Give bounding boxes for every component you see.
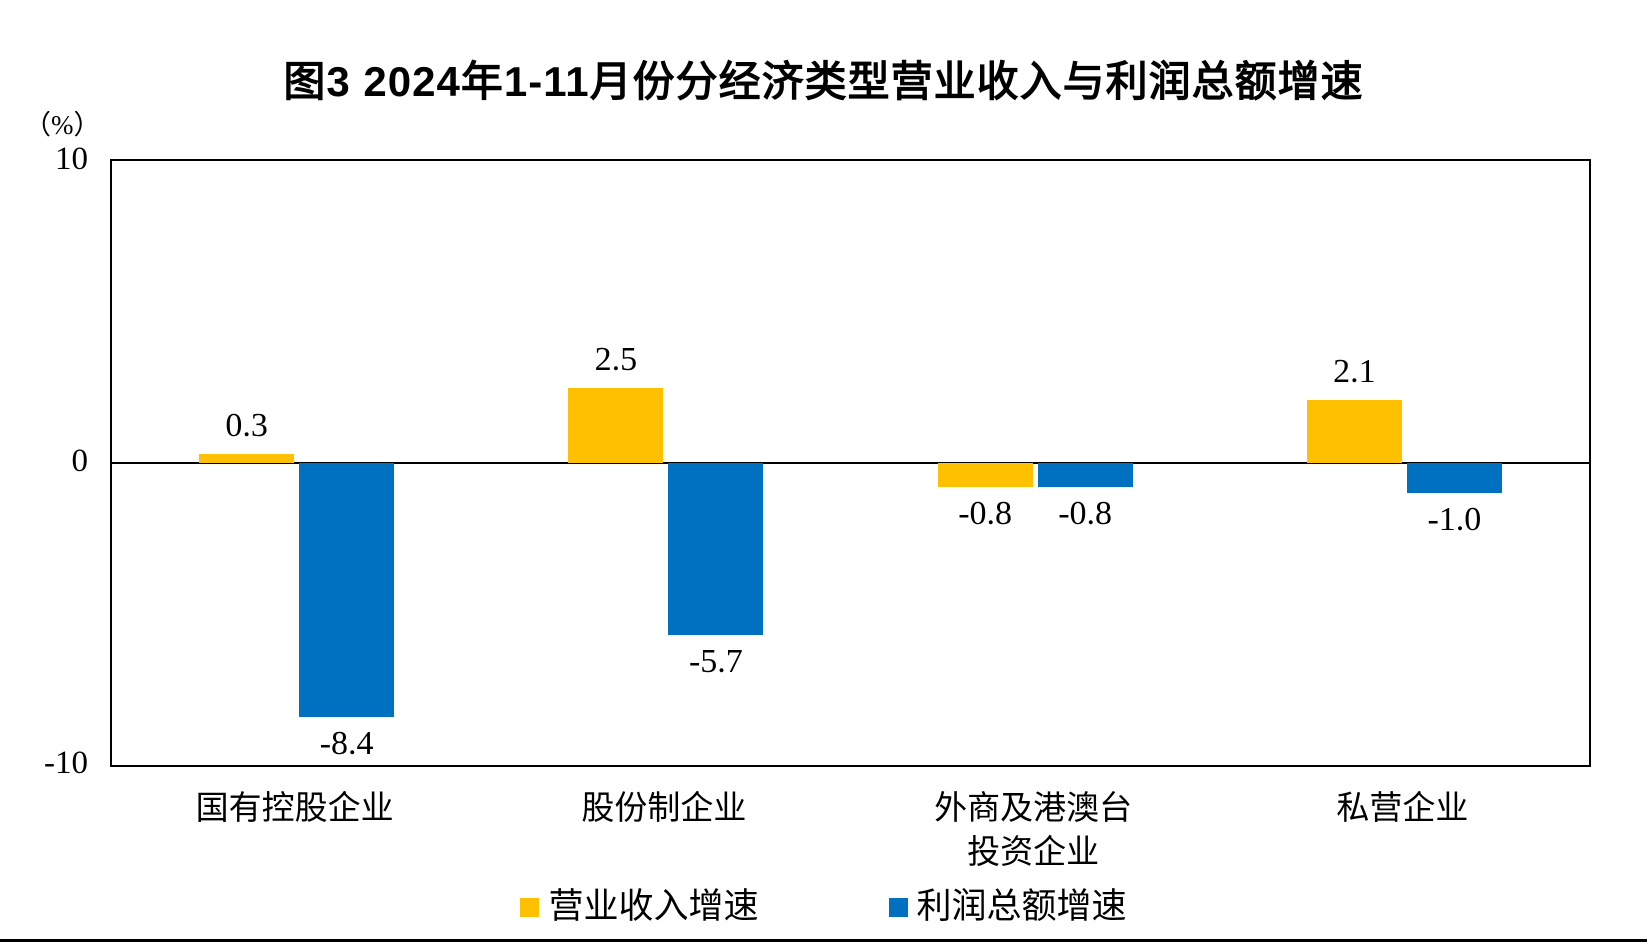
category-label: 国有控股企业 <box>195 791 394 827</box>
legend-entry-利润总额增速: 利润总额增速 <box>888 886 1127 928</box>
legend-swatch-icon <box>888 897 908 917</box>
legend-label: 利润总额增速 <box>916 887 1127 926</box>
bar-利润总额增速-私营企业 <box>1406 463 1502 494</box>
category-label: 私营企业 <box>1336 791 1469 827</box>
bar-value-label: 2.1 <box>1333 352 1376 390</box>
bottom-divider-line <box>0 939 1647 942</box>
y-tick-label: 10 <box>55 141 88 177</box>
legend-label: 营业收入增速 <box>548 887 759 926</box>
bar-value-label: -8.4 <box>319 724 374 762</box>
legend-swatch-icon <box>520 897 540 917</box>
legend-entry-营业收入增速: 营业收入增速 <box>520 886 759 928</box>
legend: 营业收入增速 利润总额增速 <box>0 886 1647 928</box>
y-tick-label: -10 <box>44 745 88 781</box>
bar-利润总额增速-外商及港澳台 <box>1037 463 1133 488</box>
y-axis-unit-label: （%） <box>24 110 101 140</box>
bar-value-label: -0.8 <box>1058 495 1113 533</box>
bar-营业收入增速-股份制企业 <box>568 387 664 463</box>
zero-baseline <box>112 462 1589 464</box>
bar-value-label: -1.0 <box>1427 501 1482 539</box>
bar-value-label: 0.3 <box>225 406 268 444</box>
bar-利润总额增速-国有控股企业 <box>299 463 395 717</box>
y-tick-label: 0 <box>71 443 89 479</box>
bar-营业收入增速-国有控股企业 <box>199 453 295 463</box>
plot-area: 0.3 2.5 -0.8 2.1 -8.4 -5.7 -0.8 -1.0 <box>110 159 1591 767</box>
category-label: 外商及港澳台 投资企业 <box>934 791 1133 871</box>
bar-value-label: -0.8 <box>958 495 1013 533</box>
bar-营业收入增速-外商及港澳台 <box>937 463 1033 488</box>
bar-营业收入增速-私营企业 <box>1306 399 1402 463</box>
bar-value-label: 2.5 <box>594 340 638 378</box>
category-label: 股份制企业 <box>581 791 747 827</box>
bar-利润总额增速-股份制企业 <box>668 463 764 636</box>
chart-title: 图3 2024年1-11月份分经济类型营业收入与利润总额增速 <box>283 58 1364 105</box>
bar-value-label: -5.7 <box>688 643 743 681</box>
